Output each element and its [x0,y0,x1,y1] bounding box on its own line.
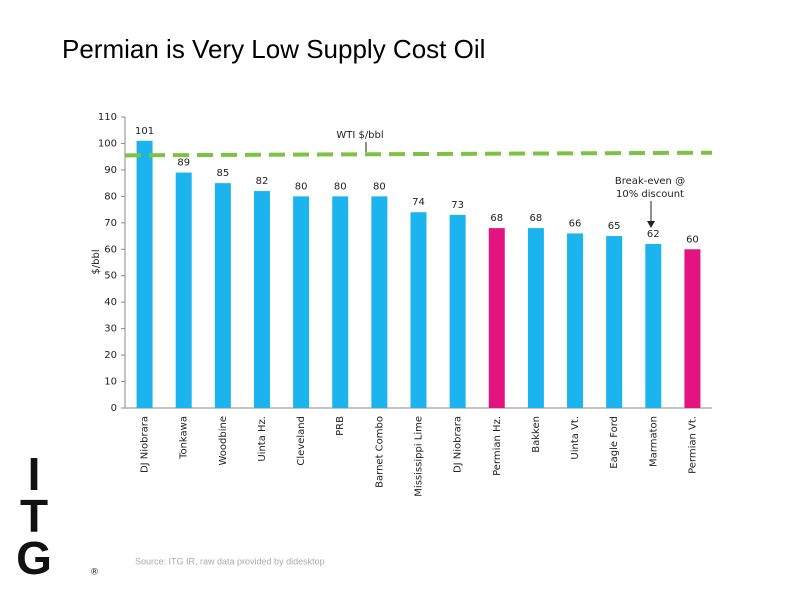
x-tick-label: Permian Vt. [687,416,698,474]
annotation: 10% discount [616,189,684,200]
y-tick-label: 50 [104,271,117,282]
value-label: 60 [686,234,699,245]
bar [410,212,427,408]
bar [371,196,388,408]
x-tick-label: Permian Hz. [492,416,503,476]
y-axis-label: $/bbl [91,249,102,274]
value-label: 85 [216,168,229,179]
x-tick-label: Marmaton [648,416,659,467]
logo-letter: G [16,532,52,584]
bar [567,233,584,408]
y-tick-label: 80 [104,191,117,202]
x-tick-label: DJ Niobrara [453,416,464,473]
bar [214,183,231,408]
value-label: 80 [295,181,308,192]
value-label: 65 [608,221,621,232]
value-label: 82 [256,176,269,187]
value-label: 73 [451,200,464,211]
x-tick-label: Uinta Vt. [570,416,581,460]
annotation: Break-even @ [615,176,685,187]
bar [606,236,623,408]
x-tick-label: Mississippi Lime [414,416,425,497]
y-tick-label: 10 [104,377,117,388]
bar [488,228,505,408]
logo-letter: I [28,448,41,500]
x-tick-label: Eagle Ford [609,416,620,469]
bar [527,228,544,408]
value-label: 62 [647,229,660,240]
x-tick-label: Bakken [531,416,542,453]
value-label: 68 [490,213,503,224]
value-label: 68 [530,213,543,224]
bar [684,249,701,408]
bar [449,214,466,408]
reference-line [124,150,713,158]
x-tick-label: Uinta Hz. [257,416,268,462]
x-tick-label: PRB [335,416,346,436]
value-label: 101 [135,126,154,137]
y-tick-label: 90 [104,165,117,176]
source-note: Source: ITG IR, raw data provided by did… [135,556,325,566]
bar [332,196,349,408]
reference-label: WTI $/bbl [336,130,383,141]
y-tick-label: 110 [98,112,117,123]
bar [175,172,192,408]
bar [645,243,662,408]
bar [136,140,153,409]
y-tick-label: 30 [104,324,117,335]
x-tick-label: Tonkawa [179,416,190,460]
y-tick-label: 0 [111,403,117,414]
x-tick-label: Woodbine [218,416,229,466]
x-tick-label: Cleveland [296,416,307,466]
value-label: 66 [569,218,582,229]
slide-title: Permian is Very Low Supply Cost Oil [62,34,485,64]
logo-mark: ® [90,568,99,578]
bar [253,191,270,408]
y-tick-label: 60 [104,244,117,255]
x-tick-label: Barnet Combo [374,416,385,488]
value-label: 80 [334,181,347,192]
bar [293,196,310,408]
y-tick-label: 40 [104,297,117,308]
arrow-head [647,221,655,228]
value-label: 80 [373,181,386,192]
value-label: 89 [177,158,190,169]
x-tick-label: DJ Niobrara [140,416,151,473]
y-tick-label: 20 [104,350,117,361]
value-label: 74 [412,197,425,208]
logo-letter: T [20,490,48,542]
y-tick-label: 70 [104,218,117,229]
y-tick-label: 100 [98,138,117,149]
